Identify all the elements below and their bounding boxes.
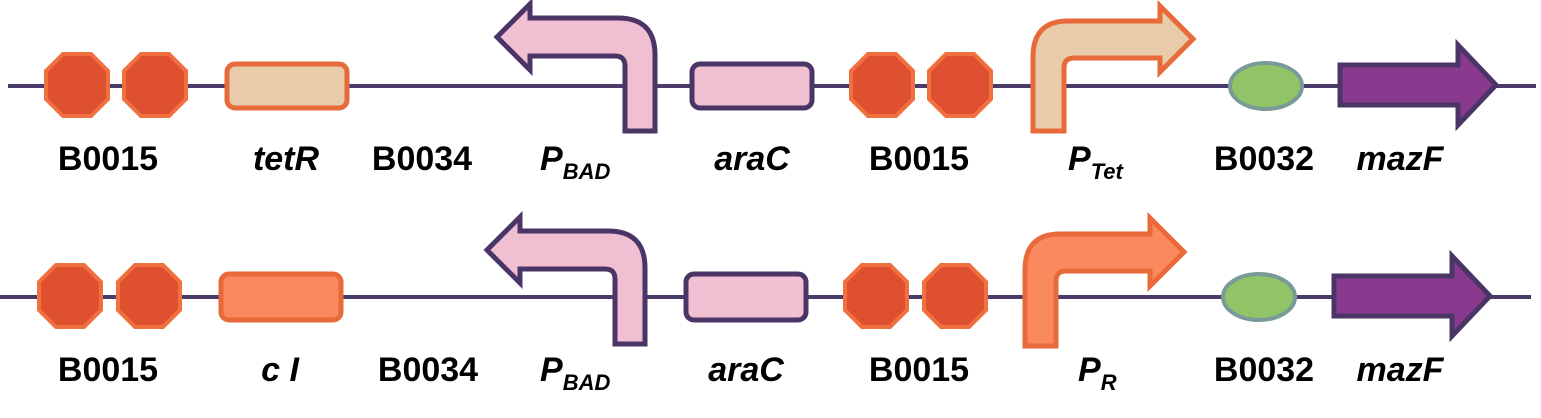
gene-label: mazF — [1357, 351, 1445, 389]
construct-1: B0015 tetR B0034 PBAD araC B0015 PTet B0… — [8, 0, 1536, 184]
repressor-gene-cI — [218, 271, 344, 323]
terminator-icon — [843, 263, 909, 329]
pbad-promoter-arrow-icon — [493, 0, 658, 134]
pbad-label-main: P — [540, 351, 563, 389]
terminator-icon — [116, 263, 182, 329]
rbs-label: B0032 — [1214, 140, 1314, 178]
promoter-label-main: P — [1068, 140, 1091, 178]
terminator-icon — [922, 263, 988, 329]
pbad-label: PBAD — [540, 140, 610, 184]
regulator-gene-araC — [689, 61, 815, 111]
arac-label: araC — [714, 140, 790, 178]
rbs-label: B0034 — [372, 140, 472, 178]
promoter-label-subscript: Tet — [1091, 159, 1125, 184]
terminator-icon — [927, 52, 993, 118]
terminator-icon — [122, 52, 188, 118]
pbad-promoter-arrow-icon — [483, 210, 648, 347]
terminator-label: B0015 — [869, 351, 969, 389]
repressor-gene-tetR — [224, 61, 350, 111]
mazF-gene-arrow-icon — [1331, 249, 1494, 343]
terminator-label: B0015 — [58, 351, 158, 389]
pbad-label-subscript: BAD — [563, 159, 611, 184]
terminator-label: B0015 — [869, 140, 969, 178]
rbs-label: B0034 — [378, 351, 478, 389]
pbad-label: PBAD — [540, 351, 610, 395]
regulator-gene-araC — [683, 271, 809, 323]
rbs-icon — [1221, 272, 1297, 322]
promoter-label-main: P — [1078, 351, 1101, 389]
terminator-label: B0015 — [58, 140, 158, 178]
promoter-label: PR — [1078, 351, 1117, 395]
construct-2: B0015 c I B0034 PBAD araC B0015 PR B0032… — [0, 210, 1531, 395]
repressor-label: tetR — [253, 140, 320, 178]
rbs-icon — [1228, 61, 1304, 111]
gene-label: mazF — [1357, 140, 1445, 178]
repressor-label: c I — [261, 351, 300, 389]
mazF-gene-arrow-icon — [1337, 38, 1500, 132]
arac-label: araC — [708, 351, 784, 389]
pr-promoter-arrow-icon — [1022, 211, 1188, 349]
ptet-promoter-arrow-icon — [1030, 0, 1197, 134]
terminator-icon — [849, 52, 915, 118]
terminator-icon — [44, 52, 110, 118]
terminator-icon — [37, 263, 103, 329]
pbad-label-main: P — [540, 140, 563, 178]
promoter-label-subscript: R — [1101, 370, 1117, 395]
pbad-label-subscript: BAD — [563, 370, 611, 395]
promoter-label: PTet — [1068, 140, 1125, 184]
rbs-label: B0032 — [1214, 351, 1314, 389]
